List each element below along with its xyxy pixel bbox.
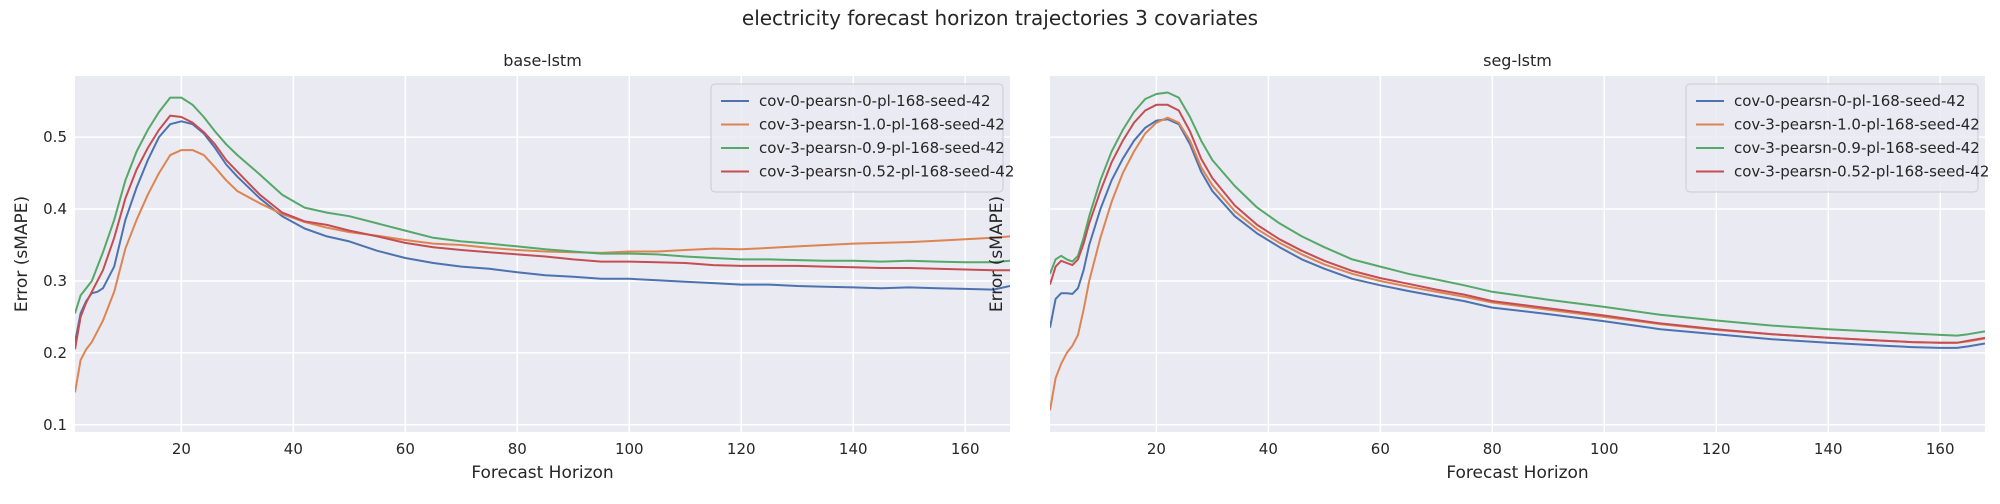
y-tick-label: 0.4 [43, 200, 67, 218]
subplot-title: seg-lstm [1483, 51, 1552, 70]
x-tick-label: 120 [727, 440, 756, 458]
legend-box [1685, 83, 1979, 193]
x-tick-label: 100 [1590, 440, 1619, 458]
x-tick-label: 80 [508, 440, 527, 458]
legend: cov-0-pearsn-0-pl-168-seed-42 cov-3-pears… [710, 83, 1014, 193]
series-group [75, 96, 1010, 393]
x-axis-title: Forecast Horizon [1446, 463, 1588, 483]
y-tick-label: 0.2 [43, 344, 67, 362]
x-tick-label: 140 [1814, 440, 1843, 458]
legend-entry: cov-0-pearsn-0-pl-168-seed-42 [759, 92, 991, 110]
x-tick-label: 20 [1147, 440, 1166, 458]
x-tick-label: 60 [396, 440, 415, 458]
series-line-cov-0-pearsn-0-pl-168-seed-42 [75, 120, 1010, 343]
subplot-title: base-lstm [503, 51, 582, 70]
legend-box [710, 83, 1004, 193]
x-axis-title: Forecast Horizon [471, 463, 613, 483]
subplot-seg-lstm: 20 40 60 80 100 120 140 160 Forecast Horizon Erro… [987, 51, 1989, 483]
x-tick-label: 140 [839, 440, 868, 458]
legend-entry: cov-3-pearsn-1.0-pl-168-seed-42 [1734, 116, 1980, 134]
x-tick-label: 160 [1926, 440, 1955, 458]
legend-entry: cov-3-pearsn-1.0-pl-168-seed-42 [759, 116, 1005, 134]
series-line-cov-3-pearsn-0.52-pl-168-seed-42 [75, 114, 1010, 350]
x-tick-label: 20 [172, 440, 191, 458]
y-axis-title: Error (sMAPE) [987, 196, 1007, 312]
series-line-cov-3-pearsn-0.52-pl-168-seed-42 [1050, 103, 1985, 344]
y-tick-label: 0.5 [43, 128, 67, 146]
legend-entry: cov-3-pearsn-0.9-pl-168-seed-42 [759, 139, 1005, 157]
legend-entry: cov-0-pearsn-0-pl-168-seed-42 [1734, 92, 1966, 110]
y-axis-title: Error (sMAPE) [12, 196, 32, 312]
legend: cov-0-pearsn-0-pl-168-seed-42 cov-3-pears… [1685, 83, 1989, 193]
x-tick-label: 60 [1371, 440, 1390, 458]
x-tick-label: 40 [1259, 440, 1278, 458]
series-line-cov-3-pearsn-0.9-pl-168-seed-42 [1050, 91, 1985, 337]
y-tick-label: 0.3 [43, 272, 67, 290]
x-tick-label: 100 [615, 440, 644, 458]
figure-suptitle: electricity forecast horizon trajectorie… [742, 6, 1258, 30]
x-tick-label: 160 [951, 440, 980, 458]
y-tick-label: 0.1 [43, 416, 67, 434]
x-tick-label: 40 [284, 440, 303, 458]
x-tick-label: 120 [1702, 440, 1731, 458]
legend-entry: cov-3-pearsn-0.52-pl-168-seed-42 [1734, 163, 1989, 181]
series-line-cov-3-pearsn-0.9-pl-168-seed-42 [75, 96, 1010, 314]
legend-entry: cov-3-pearsn-0.9-pl-168-seed-42 [1734, 139, 1980, 157]
subplot-base-lstm: 20 40 60 80 100 120 140 160 0.1 0.2 0.3 0.4 0.5 Forec… [12, 51, 1014, 483]
series-line-cov-0-pearsn-0-pl-168-seed-42 [1050, 118, 1985, 349]
x-tick-label: 80 [1483, 440, 1502, 458]
series-group [1050, 91, 1985, 411]
legend-entry: cov-3-pearsn-0.52-pl-168-seed-42 [759, 163, 1014, 181]
